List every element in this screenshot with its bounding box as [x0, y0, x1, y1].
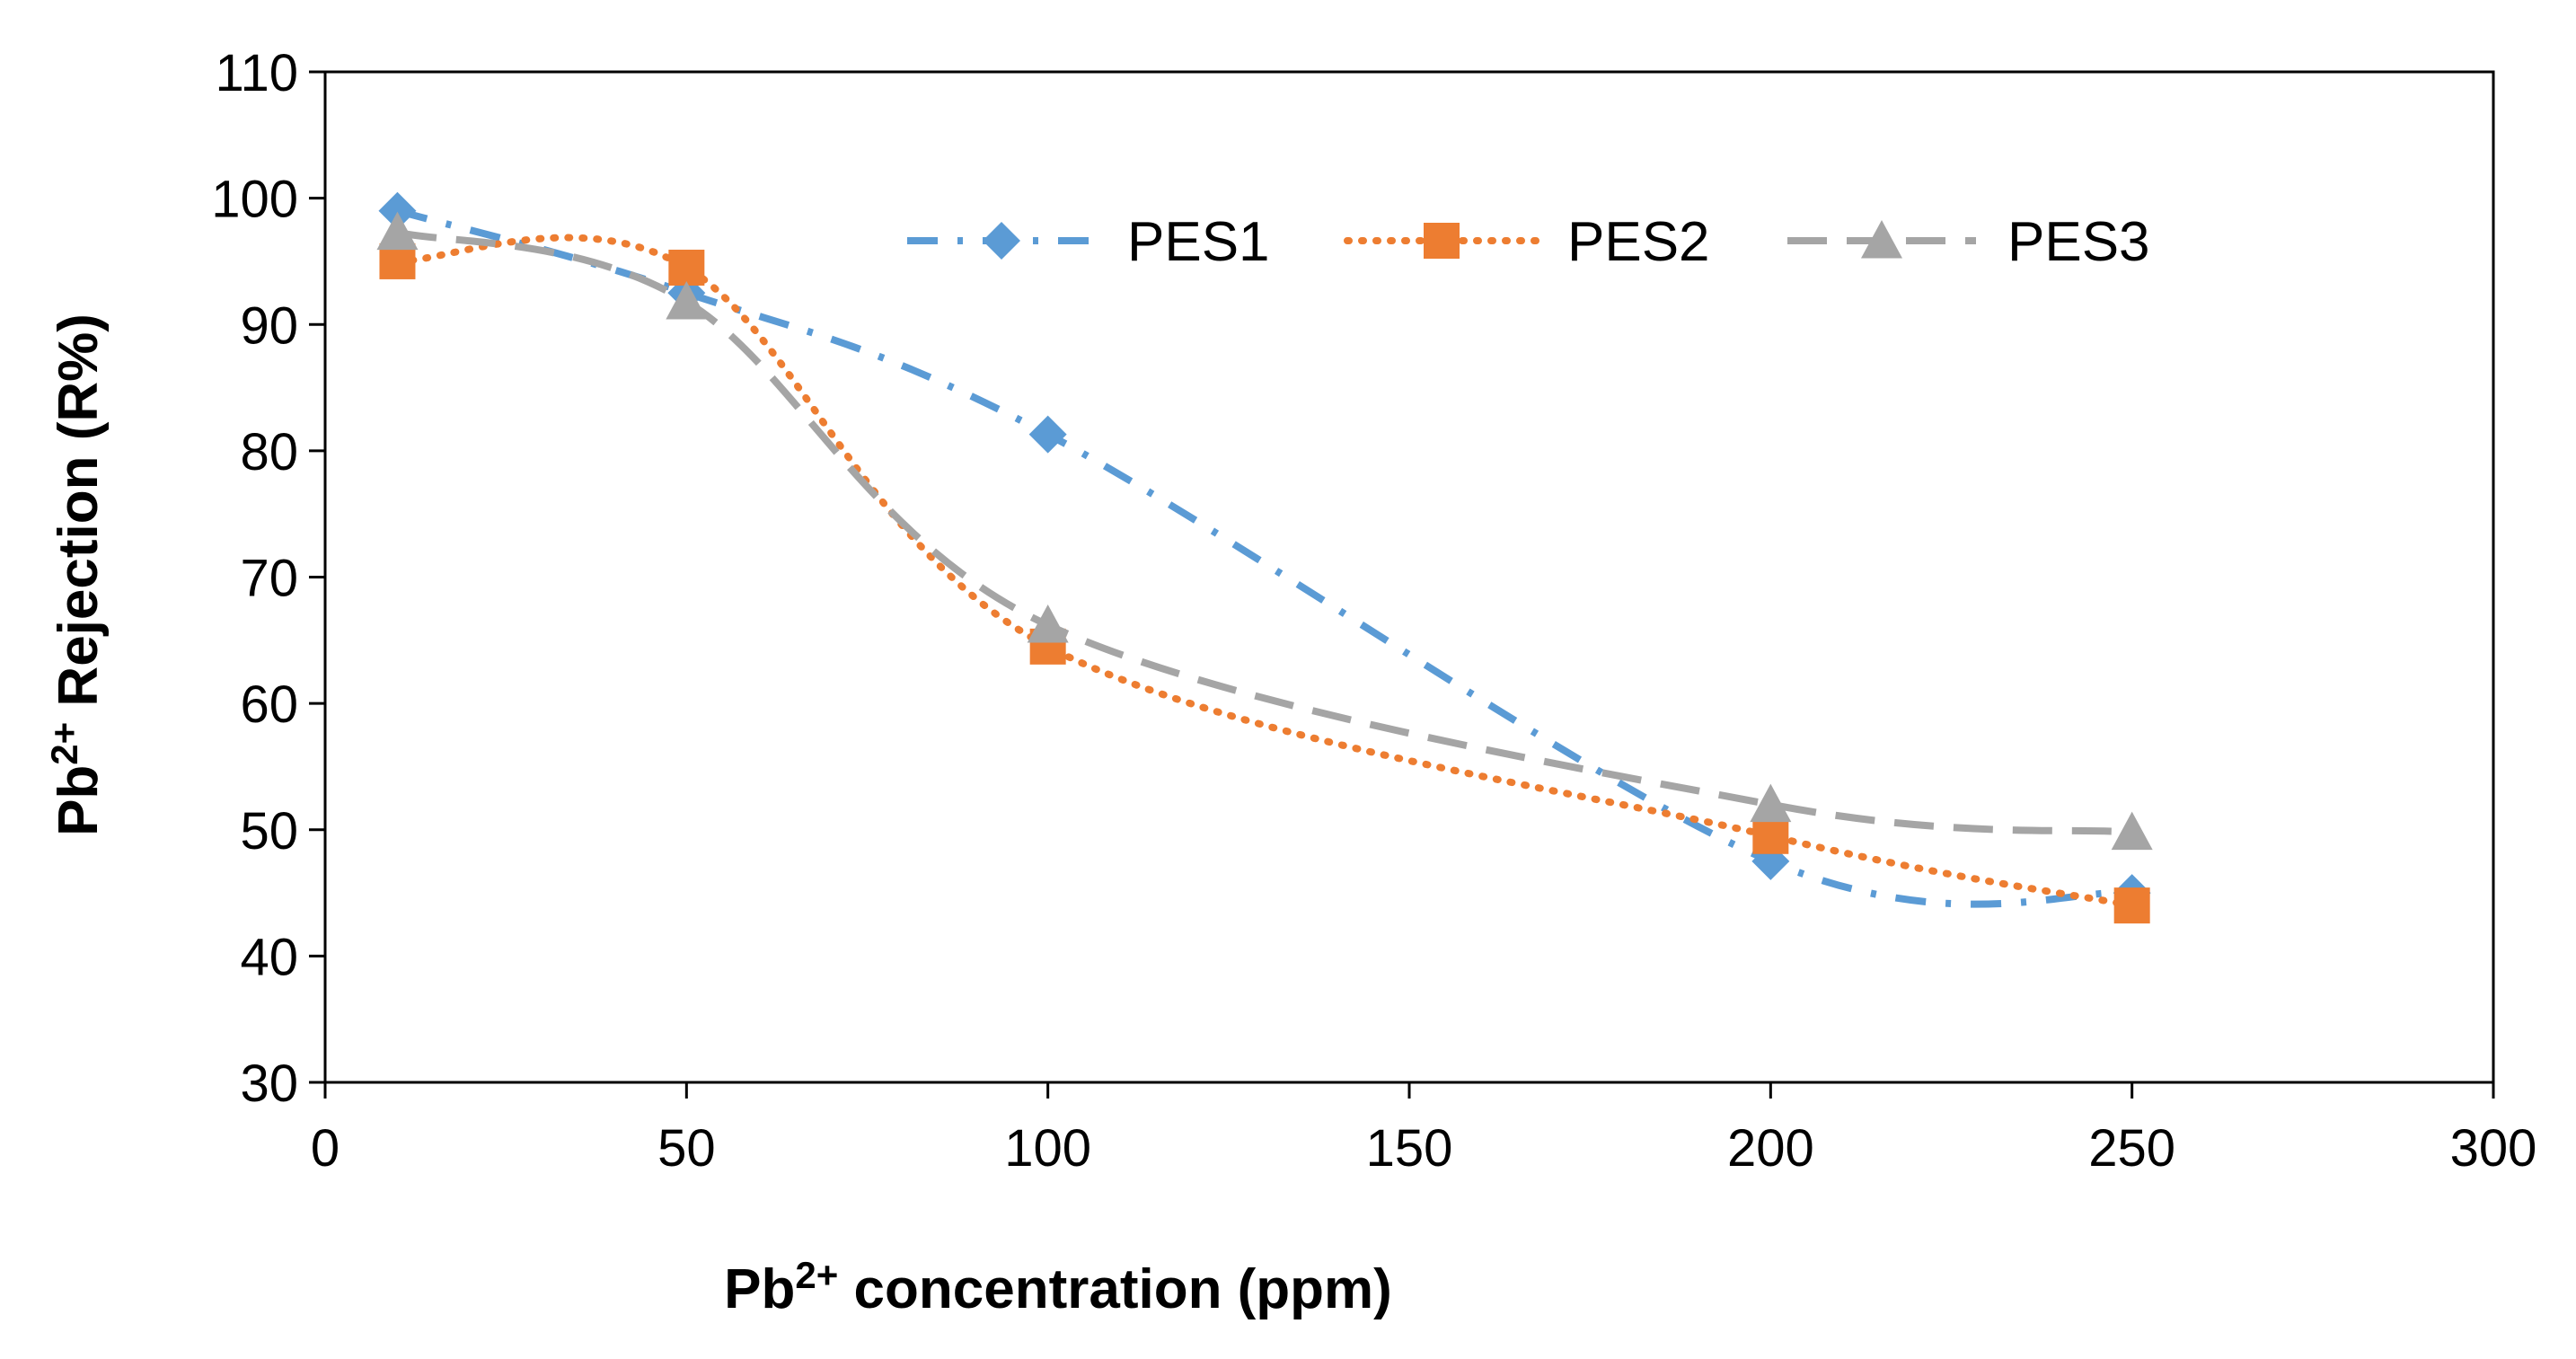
legend-item-pes2: PES2	[1344, 211, 1710, 273]
legend-marker-pes1	[983, 222, 1020, 260]
data-point-pes2	[1752, 817, 1789, 854]
y-tick-label: 70	[240, 550, 298, 608]
legend-item-pes3: PES3	[1787, 211, 2150, 273]
y-tick-label: 40	[240, 928, 298, 986]
legend-marker-pes2	[1424, 223, 1460, 259]
y-tick-label: 30	[240, 1055, 298, 1113]
data-point-pes3	[1027, 604, 1069, 643]
data-point-pes1	[1028, 415, 1067, 454]
series-pes3	[376, 211, 2153, 851]
x-tick-labels: 0 50 100 150 200 250 300	[311, 1119, 2537, 1178]
series-line-pes3	[396, 228, 2132, 836]
y-tick-label: 80	[240, 423, 298, 481]
x-tick-label: 50	[657, 1119, 716, 1178]
legend-label-pes3: PES3	[2007, 211, 2150, 273]
legend: PES1 PES2 PES3	[907, 211, 2150, 273]
x-tick-label: 300	[2450, 1119, 2537, 1178]
y-axis-title-base: Pb	[48, 765, 110, 836]
legend-marker-pes3	[1861, 220, 1902, 259]
x-axis-title-rest: concentration (ppm)	[838, 1258, 1392, 1320]
y-tick-label: 50	[240, 802, 298, 860]
y-tick-label: 110	[216, 44, 298, 102]
legend-label-pes1: PES1	[1127, 211, 1270, 273]
x-tick-label: 250	[2088, 1119, 2175, 1178]
y-axis-title: Pb2+ Rejection (R%)	[43, 313, 110, 836]
x-tick-label: 0	[311, 1119, 340, 1178]
data-point-pes3	[376, 211, 419, 251]
data-point-pes1	[378, 191, 417, 230]
data-point-pes2	[2113, 887, 2150, 924]
x-tick-label: 100	[1004, 1119, 1091, 1178]
series-layer	[376, 191, 2153, 924]
x-axis-title-base: Pb	[724, 1258, 795, 1320]
x-tick-label: 150	[1366, 1119, 1453, 1178]
y-tick-label: 60	[240, 675, 298, 734]
legend-label-pes2: PES2	[1567, 211, 1710, 273]
data-point-pes3	[2111, 811, 2153, 851]
x-axis-title-superscript: 2+	[795, 1254, 838, 1296]
data-point-pes2	[668, 249, 705, 286]
y-tick-label: 100	[211, 171, 298, 229]
legend-item-pes1: PES1	[907, 211, 1270, 273]
axis-ticks	[309, 70, 2495, 1099]
series-line-pes2	[393, 234, 2136, 910]
x-axis-title: Pb2+ concentration (ppm)	[724, 1254, 1392, 1320]
y-tick-labels: 30 40 50 60 70 80 90 100 110	[211, 44, 298, 1113]
x-tick-label: 200	[1727, 1119, 1814, 1178]
y-axis-title-rest: Rejection (R%)	[48, 313, 110, 722]
data-point-pes3	[1750, 783, 1792, 823]
y-axis-title-superscript: 2+	[43, 722, 85, 765]
series-line-pes1	[396, 207, 2133, 908]
data-point-pes3	[666, 280, 708, 320]
y-tick-label: 90	[240, 296, 298, 355]
